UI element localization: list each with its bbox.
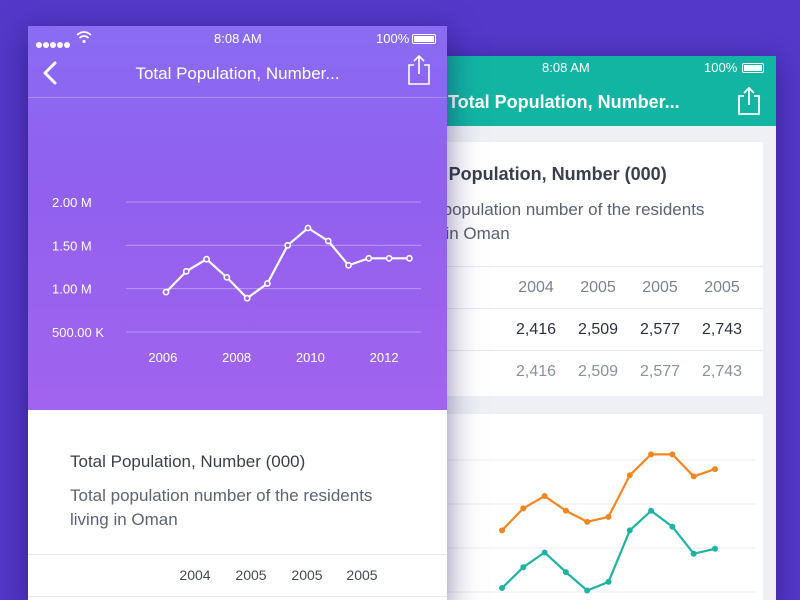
- battery-icon: [412, 34, 436, 44]
- series-line: [501, 509, 716, 592]
- share-icon[interactable]: [406, 54, 432, 86]
- y-tick-label: 1.50 M: [52, 238, 92, 253]
- data-point: [324, 237, 332, 245]
- card-description: Total population number of the residents…: [70, 486, 373, 529]
- data-point: [162, 288, 170, 296]
- x-tick-label: 2006: [148, 350, 177, 365]
- value-cell: 2,577: [639, 363, 681, 380]
- nav-bar: Total Population, Number...: [28, 48, 447, 98]
- back-phone-screen: 8:08 AM 100% Total Population, Number...…: [420, 56, 776, 600]
- data-point: [520, 564, 527, 571]
- data-point: [562, 569, 569, 576]
- status-battery-percent: 100%: [704, 60, 738, 75]
- screen-title: Total Population, Number...: [135, 64, 340, 83]
- year-cell: 2004: [179, 567, 211, 583]
- data-point: [243, 294, 251, 302]
- data-point: [562, 507, 569, 514]
- year-cell: 2005: [235, 567, 267, 583]
- value-cell: 2,416: [515, 363, 557, 380]
- y-tick-label: 500.00 K: [52, 325, 104, 340]
- data-point: [584, 587, 591, 594]
- data-point: [626, 527, 633, 534]
- status-time: 8:08 AM: [542, 60, 590, 75]
- data-point: [605, 578, 612, 585]
- signal-icon: [36, 35, 71, 53]
- multi-series-line-chart: [420, 451, 756, 594]
- data-point: [690, 550, 697, 557]
- data-point: [304, 224, 312, 232]
- data-point: [365, 254, 373, 262]
- year-cell: 2005: [346, 567, 378, 583]
- card-title: Total Population, Number (000): [420, 164, 667, 184]
- x-tick-label: 2008: [222, 350, 251, 365]
- data-point: [223, 274, 231, 281]
- data-point: [648, 451, 655, 458]
- card-description: Total population number of the residents…: [420, 200, 705, 243]
- row-divider: [28, 596, 447, 597]
- value-cell: 2,509: [577, 321, 619, 338]
- chart-header-area: 8:08 AM 100% Total Population, Number...…: [28, 26, 447, 410]
- values-row-secondary: 2,416 2,509 2,577 2,743: [420, 350, 763, 392]
- values-row: 2,416 2,509 2,577 2,743: [420, 308, 763, 350]
- data-point: [499, 527, 505, 534]
- year-cell: 2005: [291, 567, 323, 583]
- data-point: [669, 451, 676, 458]
- data-point: [541, 493, 548, 500]
- series-line: [165, 226, 410, 300]
- share-icon[interactable]: [736, 86, 762, 116]
- value-cell: 2,416: [515, 321, 557, 338]
- status-time: 8:08 AM: [214, 31, 262, 46]
- years-row: 2004 2005 2005 2005: [420, 266, 763, 308]
- data-point: [385, 254, 393, 262]
- status-battery-percent: 100%: [376, 31, 410, 46]
- data-point: [712, 466, 718, 473]
- x-tick-label: 2010: [296, 350, 325, 365]
- value-cell: 2,743: [701, 363, 743, 380]
- screen-title: Total Population, Number...: [448, 92, 680, 112]
- data-card: Total Population, Number (000) Total pop…: [420, 142, 763, 396]
- data-point: [648, 507, 655, 514]
- data-point: [405, 254, 413, 262]
- data-point: [584, 518, 591, 525]
- data-point: [345, 261, 352, 269]
- data-point: [605, 513, 612, 520]
- y-tick-label: 1.00 M: [52, 282, 92, 297]
- back-header: 8:08 AM 100% Total Population, Number...: [420, 56, 776, 126]
- data-point: [626, 472, 633, 479]
- info-card: Total Population, Number (000) Total pop…: [28, 410, 447, 600]
- battery-icon: [742, 63, 764, 73]
- value-cell: 2,743: [701, 321, 743, 338]
- data-point: [182, 267, 190, 275]
- data-point: [520, 505, 527, 512]
- y-tick-label: 2.00 M: [52, 195, 92, 210]
- data-point: [690, 473, 697, 480]
- data-point: [203, 255, 210, 263]
- chart-card: [420, 414, 763, 600]
- data-point: [541, 549, 548, 556]
- year-cell: 2005: [642, 279, 678, 296]
- data-point: [284, 241, 292, 249]
- front-phone-screen: 8:08 AM 100% Total Population, Number...…: [28, 26, 447, 600]
- year-cell: 2005: [580, 279, 616, 296]
- data-point: [669, 523, 676, 530]
- value-cell: 2,509: [577, 363, 619, 380]
- year-cell: 2005: [704, 279, 740, 296]
- year-cell: 2004: [518, 279, 554, 296]
- value-cell: 2,577: [639, 321, 681, 338]
- data-point: [264, 280, 271, 287]
- back-arrow-icon[interactable]: [40, 60, 60, 86]
- years-row: 2004 2005 2005 2005: [28, 554, 447, 596]
- wifi-icon: [76, 31, 92, 44]
- data-point: [712, 545, 718, 552]
- x-tick-label: 2012: [370, 350, 399, 365]
- status-bar: 8:08 AM 100%: [28, 26, 447, 48]
- population-line-chart: 2.00 M 1.50 M 1.00 M 500.00 K 2006 2008 2010 20…: [52, 195, 421, 365]
- data-point: [499, 585, 505, 592]
- card-title: Total Population, Number (000): [70, 452, 306, 471]
